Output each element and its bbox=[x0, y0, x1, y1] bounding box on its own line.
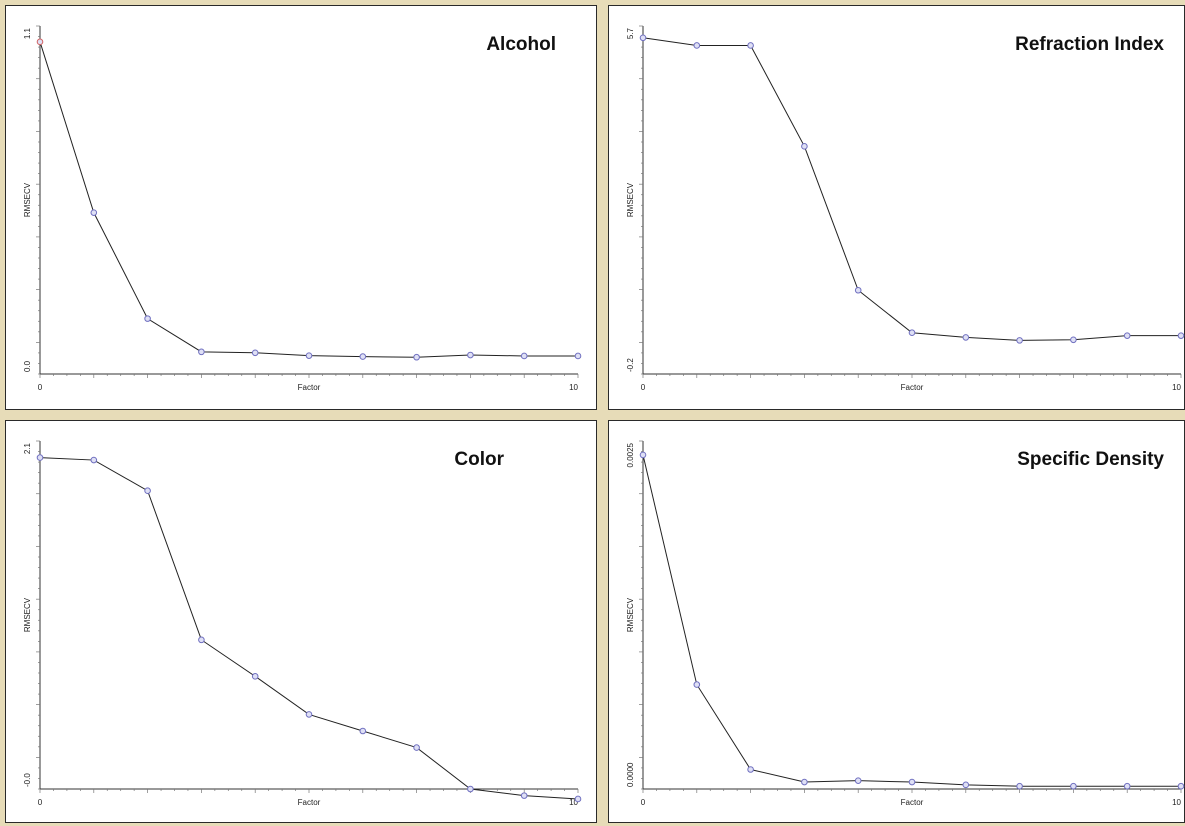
data-point bbox=[198, 636, 205, 644]
data-point bbox=[639, 451, 647, 459]
x-tick-label: 0 bbox=[641, 383, 646, 392]
data-point bbox=[1123, 332, 1131, 339]
x-axis-label: Factor bbox=[298, 383, 321, 392]
x-axis-label: Factor bbox=[901, 383, 924, 392]
data-point bbox=[144, 315, 151, 322]
data-point bbox=[305, 711, 313, 718]
data-point bbox=[520, 792, 528, 799]
y-tick-label: 0.0000 bbox=[626, 762, 635, 787]
data-point bbox=[413, 353, 420, 361]
y-tick-label: -0.2 bbox=[626, 358, 635, 372]
y-axis-label: RMSECV bbox=[626, 182, 635, 217]
y-axis-label: RMSECV bbox=[23, 182, 32, 217]
chart-specific-density: 0 10 Factor 0.0000 0.0025 RMSECV bbox=[626, 440, 1185, 807]
chart-title: Color bbox=[454, 449, 504, 470]
chart-panel-color: 0 10 Factor -0.0 2.1 RMSECV Color bbox=[5, 420, 597, 823]
chart-panel-specific-density: 0 10 Factor 0.0000 0.0025 RMSECV Specific Den… bbox=[608, 420, 1185, 823]
data-point bbox=[1123, 782, 1131, 790]
data-point bbox=[90, 456, 98, 464]
x-tick-label: 10 bbox=[569, 383, 578, 392]
y-tick-label: 1.1 bbox=[23, 27, 32, 39]
data-point bbox=[908, 329, 916, 337]
series-line bbox=[39, 457, 579, 800]
data-point bbox=[574, 352, 582, 360]
x-tick-label: 0 bbox=[38, 798, 43, 807]
chart-title: Alcohol bbox=[486, 34, 556, 55]
data-point bbox=[36, 38, 44, 46]
y-axis-label: RMSECV bbox=[626, 597, 635, 632]
data-point bbox=[144, 487, 151, 495]
data-point bbox=[1070, 782, 1077, 790]
series-line bbox=[39, 41, 578, 358]
chart-alcohol: 0 10 Factor 0.0 1.1 RMSECV bbox=[23, 25, 582, 392]
data-point bbox=[1016, 337, 1023, 344]
data-point bbox=[359, 727, 367, 735]
data-point bbox=[251, 349, 259, 357]
data-point bbox=[198, 348, 205, 356]
data-point bbox=[520, 352, 528, 360]
data-point bbox=[962, 334, 970, 341]
data-point bbox=[801, 143, 808, 150]
data-point bbox=[693, 42, 701, 49]
y-tick-label: 0.0 bbox=[23, 360, 32, 372]
x-tick-label: 0 bbox=[641, 798, 646, 807]
chart-panel-alcohol: 0 10 Factor 0.0 1.1 RMSECV Alcohol bbox=[5, 5, 597, 410]
data-point bbox=[36, 454, 44, 461]
data-point bbox=[1016, 782, 1023, 790]
x-axis-label: Factor bbox=[901, 798, 924, 807]
y-tick-label: -0.0 bbox=[23, 773, 32, 787]
chart-title: Refraction Index bbox=[1015, 34, 1164, 55]
y-tick-label: 5.7 bbox=[626, 27, 635, 39]
data-point bbox=[305, 352, 313, 359]
data-point bbox=[801, 778, 808, 786]
data-point bbox=[908, 778, 916, 786]
data-point bbox=[639, 34, 647, 42]
y-tick-label: 2.1 bbox=[23, 442, 32, 454]
chart-refraction-index: 0 10 Factor -0.2 5.7 RMSECV bbox=[626, 25, 1185, 392]
data-point bbox=[413, 744, 420, 751]
x-axis-label: Factor bbox=[298, 798, 321, 807]
data-point bbox=[962, 781, 970, 789]
series-line bbox=[642, 454, 1181, 787]
x-tick-label: 0 bbox=[38, 383, 43, 392]
series-line bbox=[642, 37, 1181, 341]
data-point bbox=[1070, 336, 1077, 344]
chart-title: Specific Density bbox=[1017, 449, 1164, 470]
data-point bbox=[251, 673, 259, 680]
x-tick-label: 10 bbox=[569, 798, 578, 807]
data-point bbox=[1177, 782, 1185, 790]
data-point bbox=[467, 785, 474, 793]
data-point bbox=[747, 766, 754, 773]
data-point bbox=[359, 353, 367, 360]
chart-panel-refraction-index: 0 10 Factor -0.2 5.7 RMSECV Refraction Index bbox=[608, 5, 1185, 410]
data-point bbox=[854, 286, 862, 294]
y-tick-label: 0.0025 bbox=[626, 442, 635, 467]
data-point bbox=[90, 209, 98, 216]
data-point bbox=[747, 42, 754, 49]
data-point bbox=[574, 795, 582, 803]
y-axis-label: RMSECV bbox=[23, 597, 32, 632]
data-point bbox=[693, 681, 701, 688]
chart-color: 0 10 Factor -0.0 2.1 RMSECV bbox=[23, 440, 582, 807]
x-tick-label: 10 bbox=[1172, 798, 1181, 807]
data-point bbox=[854, 777, 862, 784]
x-tick-label: 10 bbox=[1172, 383, 1181, 392]
data-point bbox=[1177, 332, 1185, 339]
data-point bbox=[467, 351, 474, 359]
